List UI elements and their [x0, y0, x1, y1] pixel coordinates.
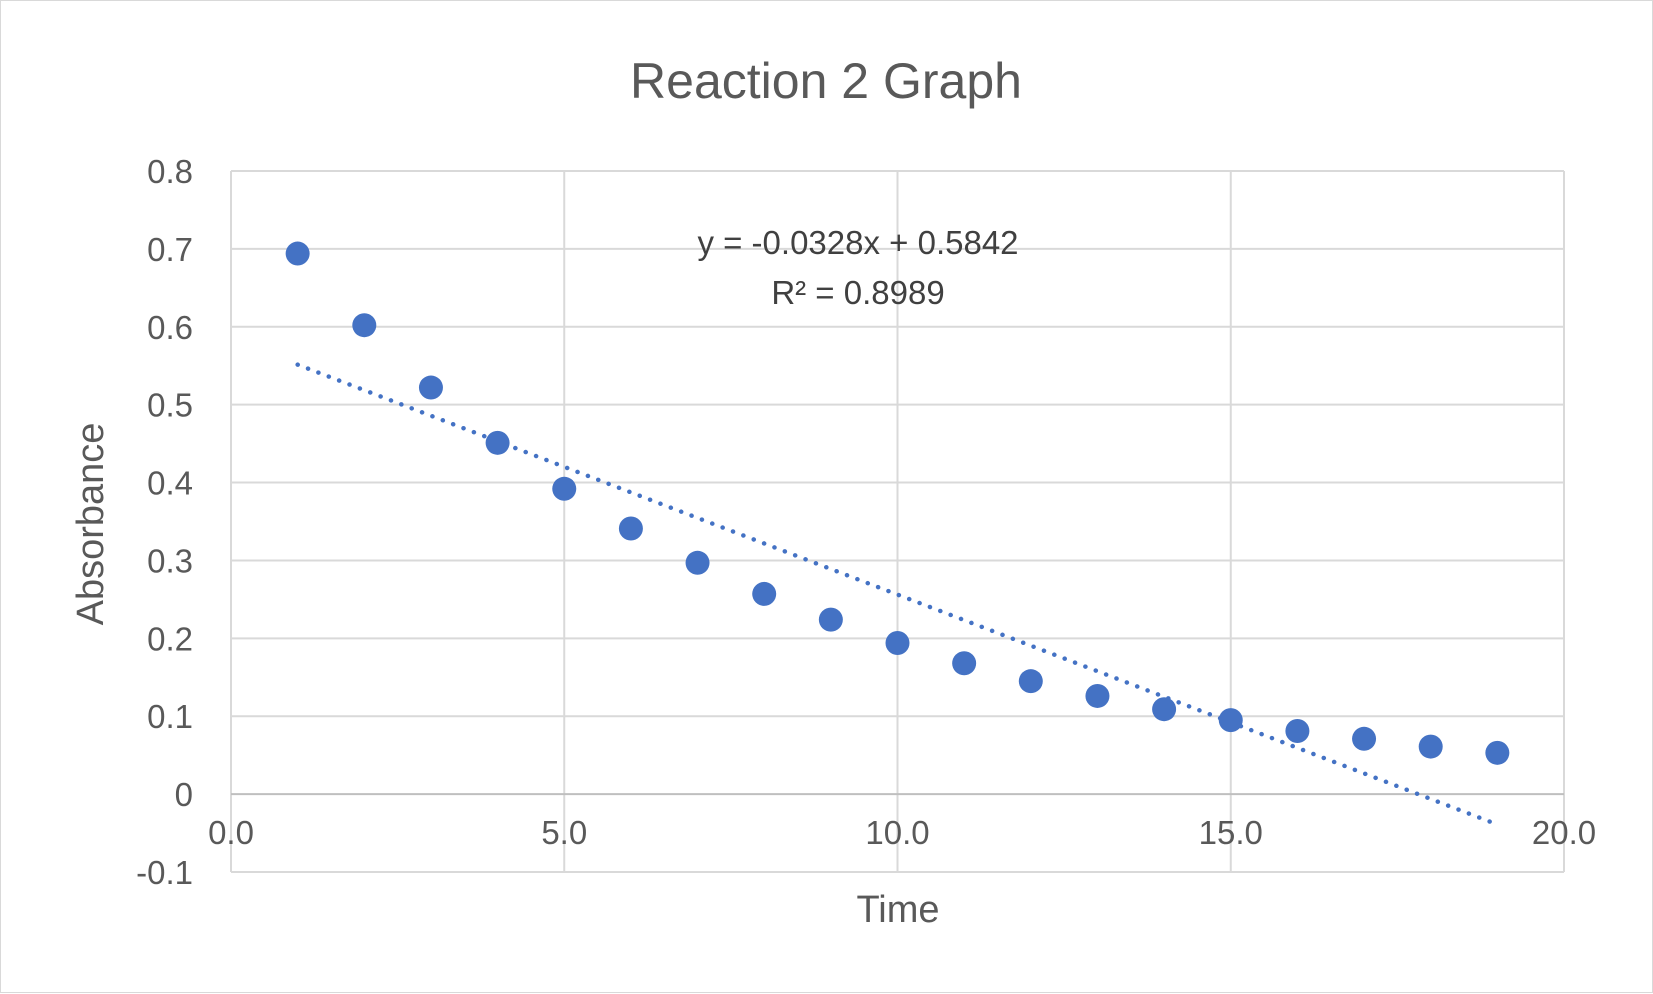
x-tick-label: 5.0 [541, 814, 587, 851]
trendline [295, 362, 1500, 827]
data-point [618, 516, 643, 541]
data-point [1152, 697, 1177, 722]
x-tick-label: 10.0 [865, 814, 929, 851]
data-point [552, 476, 577, 501]
data-point [685, 550, 710, 575]
x-axis-label: Time [856, 889, 939, 931]
data-point [1218, 708, 1243, 733]
gridlines [230, 170, 1565, 873]
y-axis-label: Absorbance [70, 423, 112, 626]
data-point [1485, 740, 1510, 765]
data-point [952, 651, 977, 676]
x-tick-label: 15.0 [1199, 814, 1263, 851]
y-tick-label: 0.3 [147, 542, 193, 579]
y-tick-label: 0.1 [147, 698, 193, 735]
data-point [1085, 683, 1110, 708]
y-tick-label: 0.7 [147, 231, 193, 268]
y-tick-label: 0.4 [147, 465, 193, 502]
data-point [1285, 719, 1310, 744]
data-point [1018, 669, 1043, 694]
y-tick-label: 0.2 [147, 620, 193, 657]
y-tick-label: -0.1 [136, 854, 193, 891]
y-tick-label: 0 [175, 776, 193, 813]
data-point [485, 430, 510, 455]
data-point [285, 241, 310, 266]
data-point [1352, 726, 1377, 751]
data-point [352, 313, 377, 338]
trendline-r-squared: R² = 0.8989 [771, 274, 944, 311]
x-tick-label: 20.0 [1532, 814, 1596, 851]
data-point [1418, 734, 1443, 759]
y-tick-label: 0.8 [147, 153, 193, 190]
x-axis-tick-labels: 0.0 5.0 10.0 15.0 20.0 [208, 814, 1596, 851]
data-point [818, 607, 843, 632]
data-series [285, 241, 1510, 765]
data-point [752, 581, 777, 606]
trendline-equation: y = -0.0328x + 0.5842 [697, 224, 1018, 261]
chart-title: Reaction 2 Graph [630, 53, 1022, 109]
y-axis-tick-labels: -0.1 0 0.1 0.2 0.3 0.4 0.5 0.6 0.7 0.8 [136, 153, 193, 891]
data-point [885, 631, 910, 656]
y-tick-label: 0.5 [147, 387, 193, 424]
trendline-path [295, 362, 1500, 827]
y-tick-label: 0.6 [147, 309, 193, 346]
data-point [418, 375, 443, 400]
x-tick-label: 0.0 [208, 814, 254, 851]
